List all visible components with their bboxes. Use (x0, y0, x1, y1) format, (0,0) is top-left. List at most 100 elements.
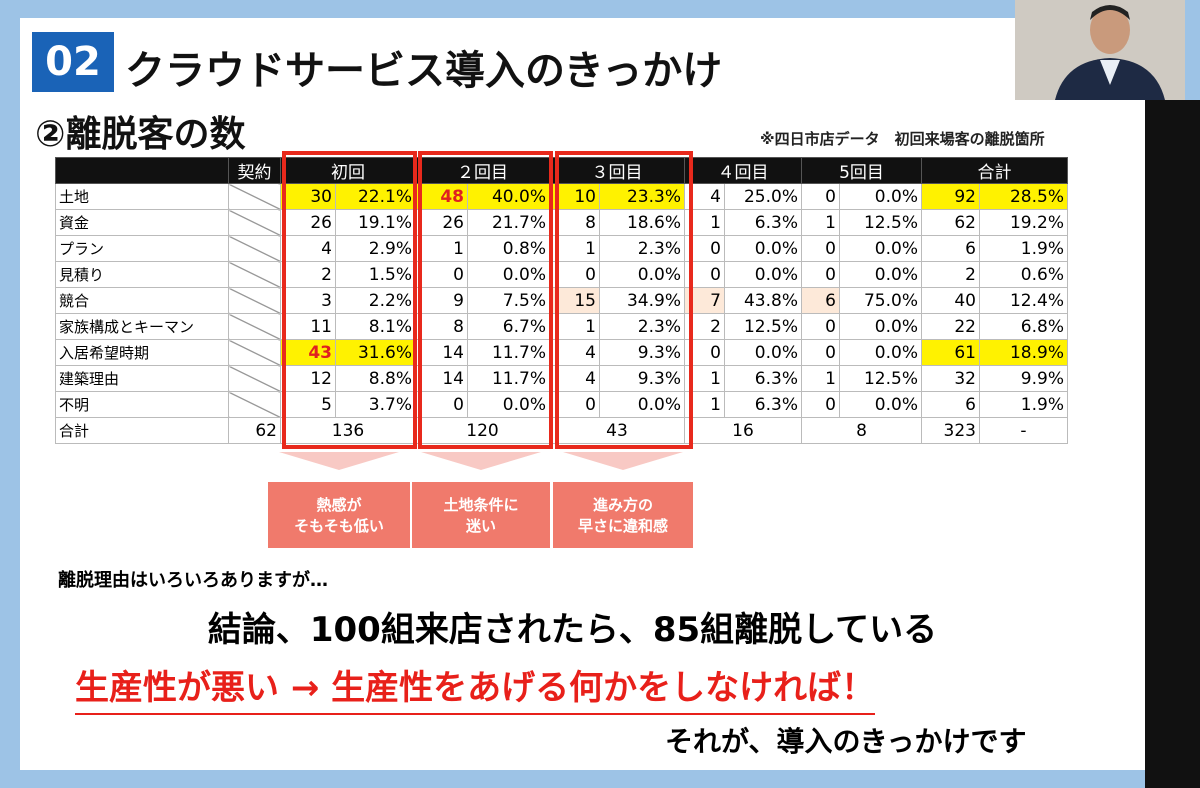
conclusion: 結論、100組来店されたら、85組離脱している (207, 610, 938, 650)
table-cell: 28.5% (979, 183, 1068, 210)
callout: 熱感が そもそも低い (268, 482, 410, 548)
table-cell: 61 (921, 339, 980, 366)
table-cell: 34.9% (599, 287, 685, 314)
table-cell: 建築理由 (55, 365, 229, 392)
closing: それが、導入のきっかけです (665, 725, 1027, 758)
table-cell: 5 (280, 391, 336, 418)
table-cell: プラン (55, 235, 229, 262)
table-cell: 31.6% (335, 339, 416, 366)
table-cell: 3 (280, 287, 336, 314)
table-cell: 0.0% (839, 183, 922, 210)
table-cell: 75.0% (839, 287, 922, 314)
table-cell: 12.5% (724, 313, 802, 340)
table-cell: 1 (801, 209, 840, 236)
table-cell: 12.4% (979, 287, 1068, 314)
callout-line: 土地条件に (443, 496, 519, 514)
table-cell: 2.3% (599, 313, 685, 340)
table-cell: 11.7% (467, 339, 550, 366)
contract-cell (228, 313, 281, 340)
column-header: ４回目 (684, 157, 802, 184)
highlight-box (555, 151, 693, 449)
column-header: 契約 (228, 157, 281, 184)
table-cell: 14 (415, 339, 468, 366)
table-cell: 0.0% (839, 339, 922, 366)
table-cell: 2.3% (599, 235, 685, 262)
table-cell: 32 (921, 365, 980, 392)
contract-cell (228, 339, 281, 366)
table-cell: 22.1% (335, 183, 416, 210)
table-cell: 家族構成とキーマン (55, 313, 229, 340)
table-row: 入居希望時期 43 31.6% 14 11.7% 4 9.3% 0 0.0% 0 0.0% 61 18.… (55, 339, 1068, 366)
total-cell: - (979, 417, 1068, 444)
table-cell: 40 (921, 287, 980, 314)
table-cell: 0 (801, 313, 840, 340)
table-cell: 26 (415, 209, 468, 236)
total-cell: 合計 (55, 417, 229, 444)
contract-cell (228, 365, 281, 392)
table-cell: 0 (801, 339, 840, 366)
callout-line: そもそも低い (294, 517, 384, 535)
table-cell: 6.3% (724, 365, 802, 392)
table-cell: 0 (801, 235, 840, 262)
contract-cell (228, 391, 281, 418)
table-cell: 22 (921, 313, 980, 340)
table-cell: 9 (415, 287, 468, 314)
contract-cell (228, 209, 281, 236)
callout: 進み方の 早さに違和感 (553, 482, 693, 548)
table-row: プラン 4 2.9% 1 0.8% 1 2.3% 0 0.0% 0 0.0% 6 1.9% (55, 235, 1068, 262)
table-cell: 40.0% (467, 183, 550, 210)
table-cell: 0.0% (839, 261, 922, 288)
table-cell: 7.5% (467, 287, 550, 314)
table-row: 資金 26 19.1% 26 21.7% 8 18.6% 1 6.3% 1 12.5% 62 19.2% (55, 209, 1068, 236)
callout-line: 迷い (465, 517, 496, 535)
table-cell: 9.9% (979, 365, 1068, 392)
title: クラウドサービス導入のきっかけ (125, 48, 723, 94)
table-cell: 1.9% (979, 391, 1068, 418)
total-row: 合計 62 136 120 43 16 8 323- (55, 417, 1068, 444)
callout: 土地条件に 迷い (412, 482, 550, 548)
table-cell: 0 (801, 391, 840, 418)
table-cell: 1.9% (979, 235, 1068, 262)
column-header: 5回目 (801, 157, 922, 184)
total-cell: 62 (228, 417, 281, 444)
column-header: ３回目 (549, 157, 685, 184)
callout-arrow (279, 452, 399, 470)
table-cell: 12.5% (839, 365, 922, 392)
table-cell: 0.0% (724, 339, 802, 366)
table-cell: 18.9% (979, 339, 1068, 366)
column-header: 初回 (280, 157, 416, 184)
contract-cell (228, 235, 281, 262)
total-cell: 323 (921, 417, 980, 444)
table-cell: 6.3% (724, 209, 802, 236)
callout-line: 進み方の (592, 496, 653, 514)
total-cell: 8 (801, 417, 922, 444)
webcam-person (1015, 0, 1185, 100)
table-cell: 資金 (55, 209, 229, 236)
table-cell: 62 (921, 209, 980, 236)
table-cell: 2.9% (335, 235, 416, 262)
table-cell: 18.6% (599, 209, 685, 236)
header-cell (55, 157, 229, 184)
table-row: 不明 5 3.7% 0 0.0% 0 0.0% 1 6.3% 0 0.0% 6 1.9% (55, 391, 1068, 418)
data-table: 契約 初回 ２回目 ３回目 ４回目 5回目 合計 土地 30 22.1% 48 40.0% 10 23.3… (55, 157, 1068, 444)
header-row: 契約 初回 ２回目 ３回目 ４回目 5回目 合計 (55, 157, 1068, 184)
total-cell: 136 (280, 417, 416, 444)
total-cell: 120 (415, 417, 550, 444)
table-cell: 9.3% (599, 365, 685, 392)
table-cell: 2 (921, 261, 980, 288)
table-cell: 0.6% (979, 261, 1068, 288)
table-cell: 競合 (55, 287, 229, 314)
table-row: 家族構成とキーマン 11 8.1% 8 6.7% 1 2.3% 2 12.5% 0 0.0% 22 6.… (55, 313, 1068, 340)
table-cell: 0 (801, 183, 840, 210)
section-badge: 02 (32, 32, 114, 92)
table-cell: 入居希望時期 (55, 339, 229, 366)
note: ※四日市店データ 初回来場客の離脱箇所 (760, 130, 1045, 148)
table-cell: 0.0% (599, 391, 685, 418)
highlight-box (282, 151, 417, 449)
table-row: 競合 3 2.2% 9 7.5% 15 34.9% 7 43.8% 6 75.0% 40 12.4% (55, 287, 1068, 314)
table-cell: 92 (921, 183, 980, 210)
column-header: ２回目 (415, 157, 550, 184)
callout-line: 熱感が (316, 496, 362, 514)
table-cell: 6.3% (724, 391, 802, 418)
